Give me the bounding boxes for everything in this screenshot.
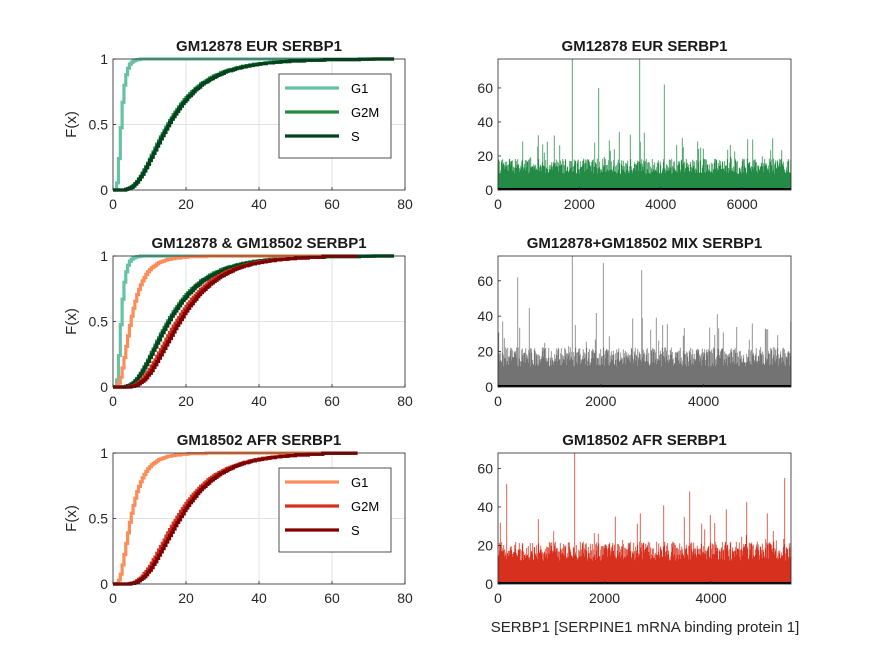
chart-title: GM12878 EUR SERBP1 [562, 38, 728, 55]
legend-label: S [351, 129, 360, 144]
x-tick-label: 20 [178, 196, 194, 212]
x-tick-label: 80 [397, 393, 413, 409]
chart-title: GM18502 AFR SERBP1 [177, 432, 342, 449]
y-tick-label: 0 [485, 576, 493, 592]
panel-cdf-mix: 0 20 40 60 80 0 0.5 1 GM12878 & GM18502 SERBP1 F(… [63, 235, 413, 409]
x-tick-label: 60 [324, 590, 340, 606]
axes-frame [497, 255, 792, 388]
y-tick-label: 20 [477, 148, 493, 164]
legend-label: G1 [351, 81, 368, 96]
x-tick-label: 80 [397, 590, 413, 606]
legend-label: S [351, 523, 360, 538]
legend-label: G1 [351, 475, 368, 490]
x-tick-label: 2000 [585, 393, 616, 409]
chart-title: GM18502 AFR SERBP1 [562, 432, 727, 449]
y-tick-label: 0 [100, 182, 108, 198]
panel-cdf-afr: 0 20 40 60 80 0 0.5 1 GM18502 AFR SERBP1 F(x) G1 G2… [63, 432, 413, 606]
legend-label: G2M [351, 499, 379, 514]
y-tick-label: 1 [100, 445, 108, 461]
chart-title: GM12878+GM18502 MIX SERBP1 [527, 235, 763, 252]
axes-frame [497, 452, 792, 585]
y-tick-label: 0.5 [89, 511, 109, 527]
x-tick-label: 4000 [645, 196, 676, 212]
x-tick-label: 0 [109, 393, 117, 409]
histogram-body [498, 173, 791, 190]
y-axis-label: F(x) [63, 111, 80, 138]
x-tick-label: 40 [251, 393, 267, 409]
y-axis-label: F(x) [63, 308, 80, 335]
x-axis-label-bottom: SERBP1 [SERPINE1 mRNA binding protein 1] [491, 619, 799, 636]
axes-frame [497, 58, 792, 191]
y-axis-label: F(x) [63, 505, 80, 532]
cdf-line-s [113, 451, 358, 586]
histogram-body [498, 560, 791, 584]
y-tick-label: 1 [100, 51, 108, 67]
panel-hist-afr: 0 2000 4000 0 20 40 60 GM18502 AFR SERBP1 [477, 432, 792, 606]
x-tick-label: 6000 [727, 196, 758, 212]
y-tick-label: 0 [485, 182, 493, 198]
y-tick-label: 20 [477, 344, 493, 360]
y-tick-label: 60 [477, 460, 493, 476]
x-tick-label: 2000 [589, 590, 620, 606]
x-tick-label: 60 [324, 393, 340, 409]
y-tick-label: 0.5 [89, 117, 109, 133]
x-tick-label: 40 [251, 196, 267, 212]
x-tick-label: 0 [109, 590, 117, 606]
chart-title: GM12878 & GM18502 SERBP1 [151, 235, 366, 252]
x-tick-label: 0 [494, 196, 502, 212]
y-tick-label: 0 [100, 379, 108, 395]
y-tick-label: 0 [485, 379, 493, 395]
panel-hist-mix: 0 2000 4000 0 20 40 60 GM12878+GM18502 MIX SERB… [477, 235, 792, 409]
legend-label: G2M [351, 105, 379, 120]
y-tick-label: 20 [477, 537, 493, 553]
y-tick-label: 60 [477, 273, 493, 289]
x-tick-label: 2000 [564, 196, 595, 212]
x-tick-label: 0 [109, 196, 117, 212]
y-tick-label: 60 [477, 80, 493, 96]
x-tick-label: 0 [494, 590, 502, 606]
x-tick-label: 40 [251, 590, 267, 606]
y-tick-label: 0 [100, 576, 108, 592]
x-tick-label: 4000 [688, 393, 719, 409]
x-tick-label: 0 [494, 393, 502, 409]
histogram-body [498, 366, 791, 387]
y-tick-label: 40 [477, 499, 493, 515]
y-tick-label: 1 [100, 248, 108, 264]
y-tick-label: 40 [477, 114, 493, 130]
panel-hist-eur: 0 2000 4000 6000 0 20 40 60 GM12878 EUR SERBP1 [477, 38, 792, 212]
x-tick-label: 20 [178, 590, 194, 606]
x-tick-label: 80 [397, 196, 413, 212]
y-tick-label: 0.5 [89, 314, 109, 330]
x-tick-label: 60 [324, 196, 340, 212]
x-tick-label: 4000 [696, 590, 727, 606]
panel-cdf-eur: 0 20 40 60 80 0 0.5 1 GM12878 EUR SERBP1 F(x) G1 G2… [63, 38, 413, 212]
x-tick-label: 20 [178, 393, 194, 409]
cdf-line-s [113, 57, 395, 192]
cdf-line-s [113, 254, 358, 389]
chart-title: GM12878 EUR SERBP1 [176, 38, 342, 55]
y-tick-label: 40 [477, 308, 493, 324]
